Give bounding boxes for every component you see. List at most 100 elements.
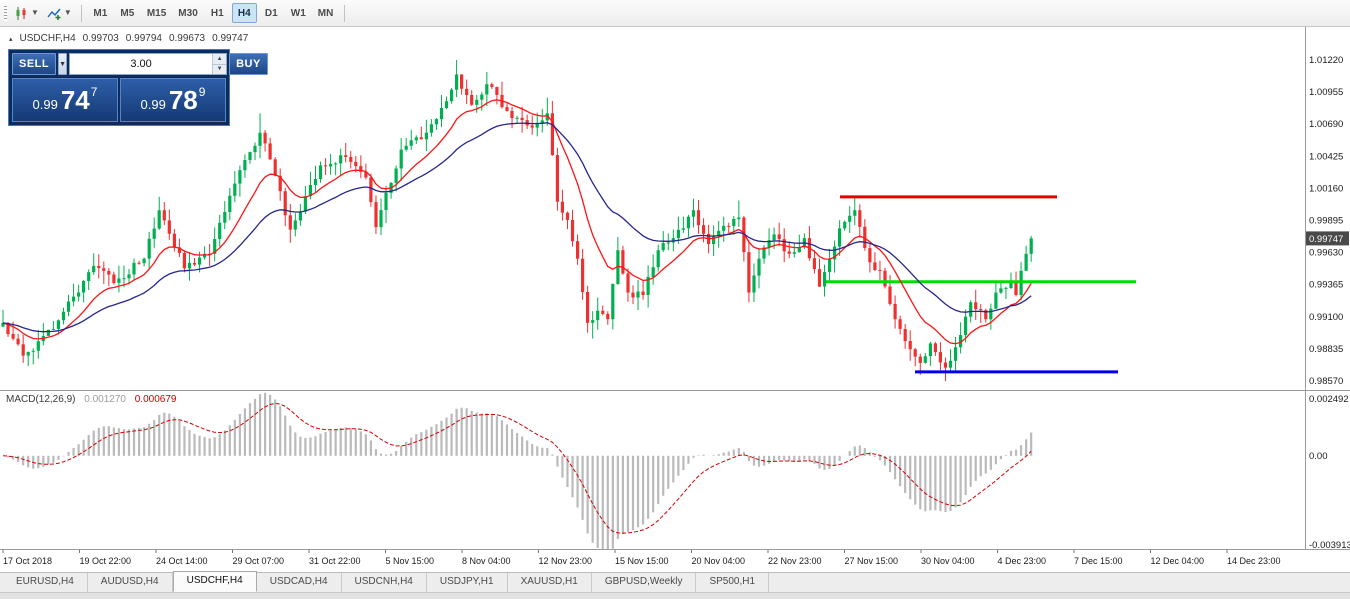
slow-ma [2, 122, 1032, 333]
timeframe-d1[interactable]: D1 [259, 3, 284, 23]
current-price-badge [1306, 231, 1349, 246]
chart-type-button[interactable]: ▼ [10, 2, 43, 24]
timeframe-m5[interactable]: M5 [115, 3, 140, 23]
price-axis-label: 1.00425 [1309, 151, 1343, 162]
toolbar-drag-handle[interactable] [4, 5, 7, 21]
timeframe-buttons: M1 M5 M15 M30 H1 H4 D1 W1 MN [87, 3, 339, 23]
time-axis-label: 27 Nov 15:00 [845, 556, 899, 566]
lot-size-input[interactable] [70, 54, 213, 74]
time-axis-label: 22 Nov 23:00 [768, 556, 822, 566]
sell-price-display[interactable]: 0.99 74 7 [12, 78, 118, 122]
toolbar-separator [344, 4, 346, 22]
macd-signal-value: 0.000679 [134, 394, 177, 405]
tab-xauusd-h1[interactable]: XAUUSD,H1 [508, 573, 592, 592]
chevron-down-icon: ▼ [59, 60, 67, 68]
tab-usdchf-h4[interactable]: USDCHF,H4 [172, 571, 257, 592]
price-axis-label: 1.00690 [1309, 119, 1343, 130]
time-axis-label: 29 Oct 07:00 [233, 556, 285, 566]
current-price-label: 0.99747 [1309, 234, 1343, 245]
price-axis[interactable]: 1.01220 1.00955 1.00690 1.00425 1.00160 0.998… [1306, 27, 1350, 549]
time-axis-label: 12 Nov 23:00 [539, 556, 593, 566]
ohlc-open: 0.99703 [82, 33, 119, 44]
time-axis-label: 15 Nov 15:00 [615, 556, 669, 566]
macd-histogram-layer [2, 392, 1033, 549]
timeframe-m15[interactable]: M15 [142, 3, 171, 23]
time-axis-label: 24 Oct 14:00 [156, 556, 208, 566]
timeframe-m1[interactable]: M1 [88, 3, 113, 23]
time-axis-label: 14 Dec 23:00 [1227, 556, 1281, 566]
tab-usdcnh-h4[interactable]: USDCNH,H4 [342, 573, 427, 592]
macd-axis-label: 0.002492 [1309, 394, 1349, 405]
spin-down-icon[interactable]: ▼ [213, 64, 227, 74]
top-toolbar: ▼ ▼ M1 M5 M15 M30 H1 H4 D1 W1 MN [0, 0, 1350, 27]
spin-up-icon[interactable]: ▲ [213, 54, 227, 65]
tab-gbpusd-weekly[interactable]: GBPUSD,Weekly [592, 573, 697, 592]
time-axis-label: 17 Oct 2018 [3, 556, 52, 566]
buy-price-pips: 78 [168, 85, 198, 115]
lot-size-stepper: ▲ ▼ [212, 54, 227, 74]
add-indicator-icon [47, 8, 61, 20]
price-axis-label: 1.00160 [1309, 183, 1343, 194]
macd-indicator-label: MACD(12,26,9) 0.001270 0.000679 [6, 394, 176, 405]
price-axis-label: 0.99365 [1309, 280, 1343, 291]
moving-averages-layer [2, 99, 1032, 345]
timeframe-h1[interactable]: H1 [205, 3, 230, 23]
price-axis-label: 0.99630 [1309, 248, 1343, 259]
one-click-trading-panel: SELL ▼ ▲ ▼ BUY 0.99 74 7 0.99 78 9 [8, 49, 268, 126]
ohlc-high: 0.99794 [125, 33, 162, 44]
price-axis-label: 1.01220 [1309, 55, 1343, 66]
time-axis-label: 5 Nov 15:00 [386, 556, 435, 566]
sell-price-pips: 74 [60, 85, 90, 115]
buy-price-display[interactable]: 0.99 78 9 [120, 78, 226, 122]
macd-signal-line [2, 402, 1032, 534]
chart-tab-bar: EURUSD,H4 AUDUSD,H4 USDCHF,H4 USDCAD,H4 USDC… [0, 571, 1350, 592]
timeframe-w1[interactable]: W1 [286, 3, 311, 23]
time-axis[interactable]: 17 Oct 2018 19 Oct 22:00 24 Oct 14:00 29 Oc… [0, 550, 1350, 571]
trend-lines-layer[interactable] [826, 195, 1136, 374]
status-strip [0, 592, 1350, 599]
timeframe-h4[interactable]: H4 [231, 3, 257, 23]
tab-eurusd-h4[interactable]: EURUSD,H4 [3, 573, 88, 592]
timeframe-m30[interactable]: M30 [173, 3, 202, 23]
tab-sp500-h1[interactable]: SP500,H1 [696, 573, 770, 592]
lot-size-field: ▲ ▼ [69, 53, 228, 75]
time-axis-label: 30 Nov 04:00 [921, 556, 975, 566]
chart-symbol-period: USDCHF,H4 [19, 33, 76, 44]
tab-usdcad-h4[interactable]: USDCAD,H4 [257, 573, 342, 592]
candles-layer [1, 60, 1033, 381]
lot-dropdown-button[interactable]: ▼ [58, 53, 68, 75]
macd-name: MACD(12,26,9) [6, 394, 76, 405]
chevron-down-icon: ▼ [63, 8, 72, 17]
price-axis-label: 0.98570 [1309, 376, 1343, 387]
tab-audusd-h4[interactable]: AUDUSD,H4 [88, 573, 173, 592]
price-axis-label: 1.00955 [1309, 87, 1343, 98]
tab-usdjpy-h1[interactable]: USDJPY,H1 [427, 573, 508, 592]
price-axis-label: 0.99100 [1309, 312, 1343, 323]
add-indicator-button[interactable]: ▼ [43, 2, 76, 24]
time-axis-label: 7 Dec 15:00 [1074, 556, 1123, 566]
price-axis-label: 0.99895 [1309, 216, 1343, 227]
time-axis-label: 31 Oct 22:00 [309, 556, 361, 566]
toolbar-separator [80, 4, 82, 22]
chevron-down-icon: ▼ [31, 8, 39, 17]
candlestick-chart-icon [16, 6, 26, 20]
buy-button[interactable]: BUY [229, 53, 268, 75]
fast-ma [2, 99, 1032, 345]
ohlc-low: 0.99673 [168, 33, 206, 44]
timeframe-mn[interactable]: MN [313, 3, 339, 23]
macd-axis-label: -0.003913 [1309, 540, 1350, 551]
oneclick-toggle-icon[interactable]: ▴ [9, 35, 13, 43]
sell-price-base: 0.99 [32, 96, 58, 112]
time-axis-label: 8 Nov 04:00 [462, 556, 511, 566]
price-axis-label: 0.98835 [1309, 344, 1343, 355]
sell-button[interactable]: SELL [12, 53, 57, 75]
time-axis-label: 12 Dec 04:00 [1151, 556, 1205, 566]
macd-axis: 0.002492 0.00 -0.003913 [1309, 394, 1350, 551]
time-axis-label: 19 Oct 22:00 [80, 556, 132, 566]
buy-price-pipette: 9 [198, 85, 206, 99]
time-axis-label: 4 Dec 23:00 [998, 556, 1047, 566]
time-axis-label: 20 Nov 04:00 [692, 556, 746, 566]
macd-value: 0.001270 [84, 394, 126, 405]
buy-price-base: 0.99 [140, 96, 166, 112]
ohlc-close: 0.99747 [212, 33, 249, 44]
